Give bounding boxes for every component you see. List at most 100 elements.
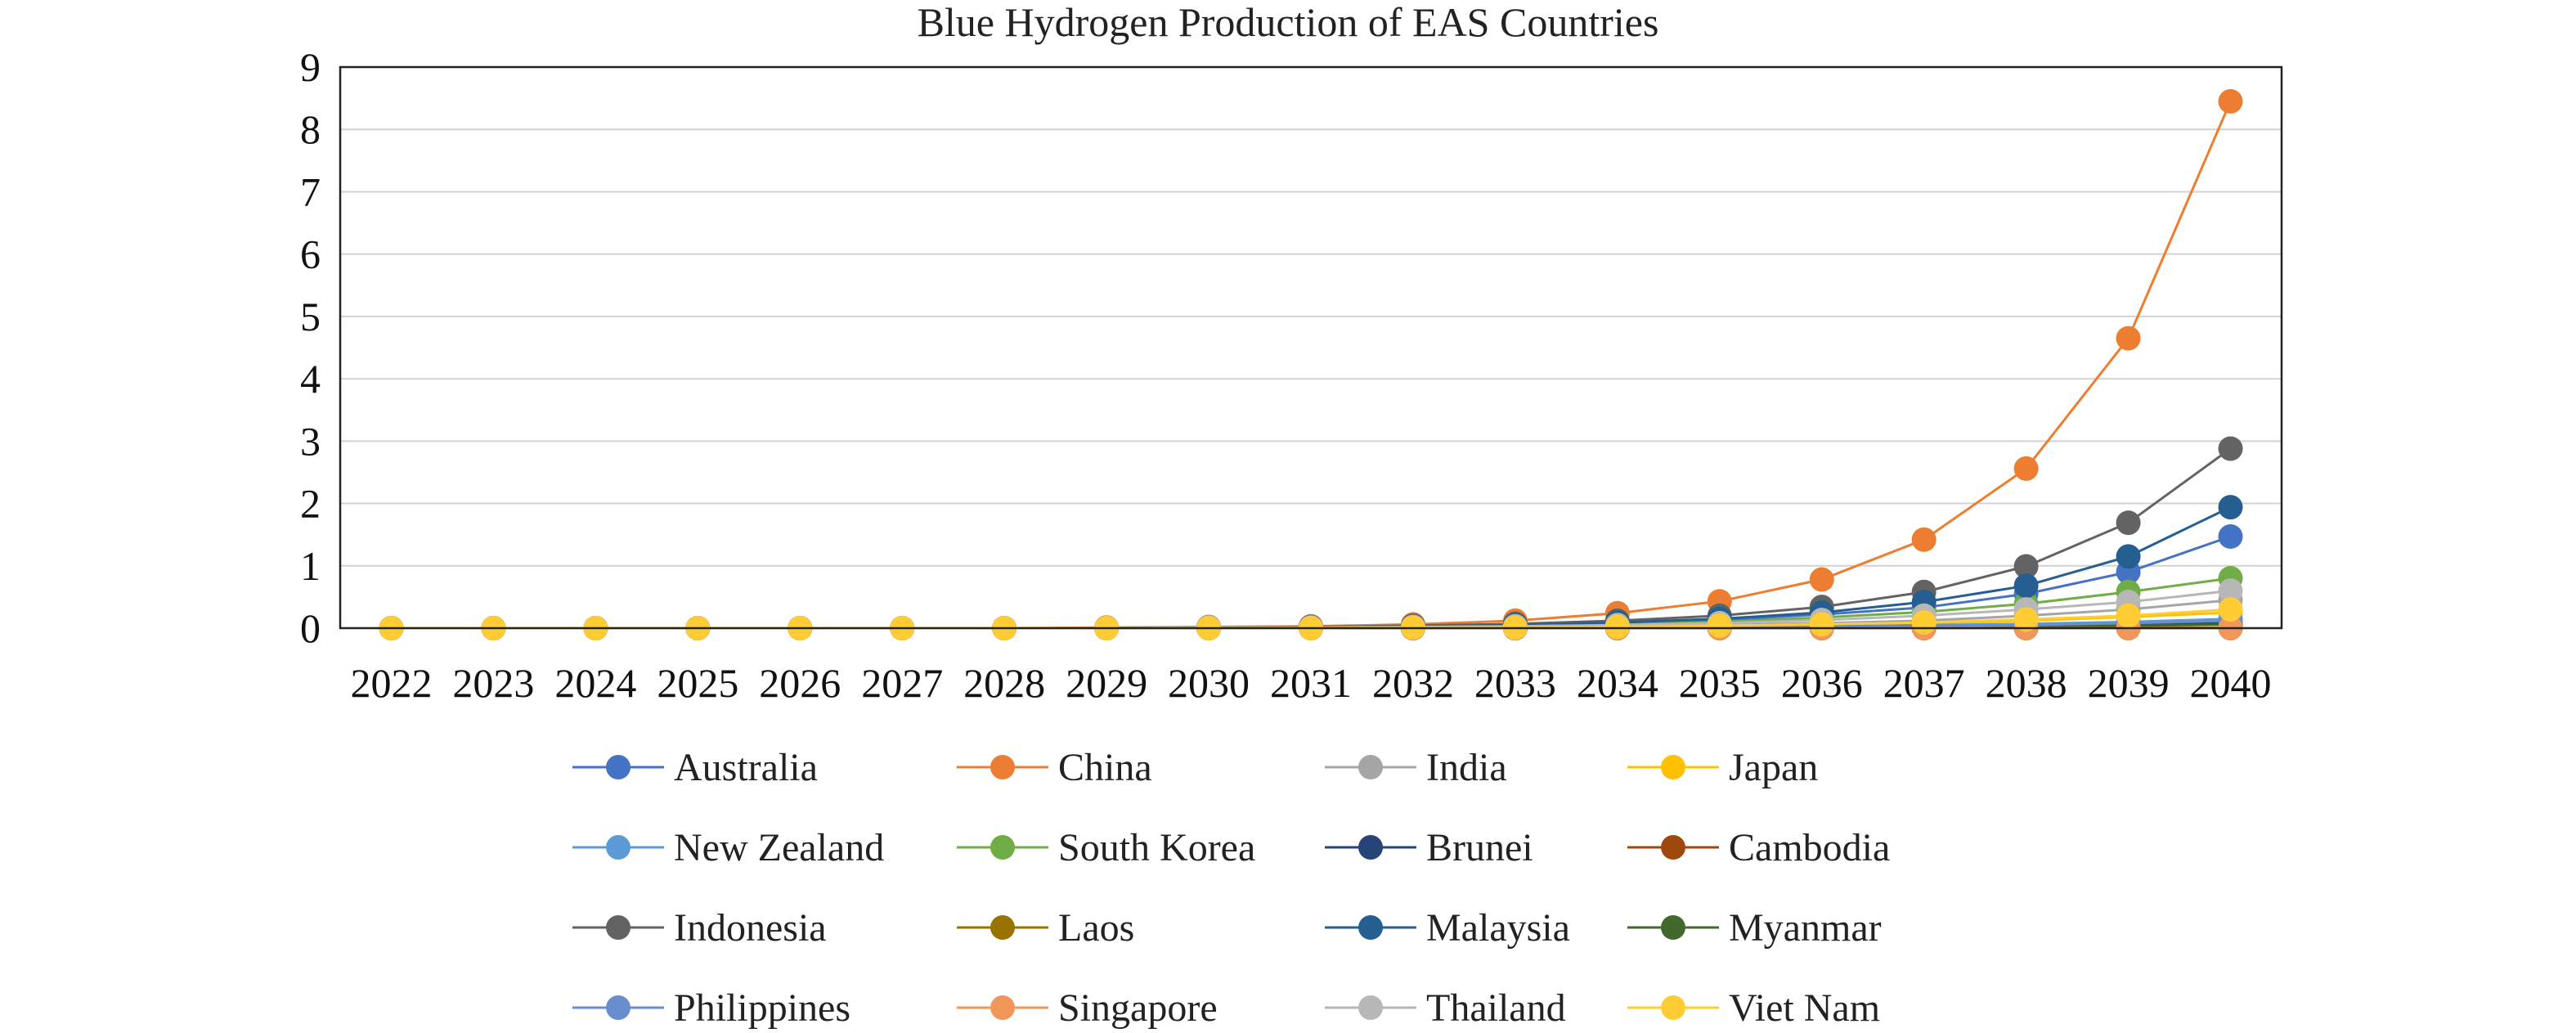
legend-marker <box>990 995 1015 1020</box>
data-point <box>2116 603 2141 628</box>
data-point <box>2013 554 2039 579</box>
data-point <box>2218 597 2243 622</box>
series-line <box>391 101 2232 630</box>
legend-entry: South Korea <box>957 826 1255 869</box>
legend-entry: Myanmar <box>1627 906 1882 950</box>
legend-label: Singapore <box>1058 986 1218 1030</box>
legend-marker <box>1358 755 1383 779</box>
legend-marker <box>1661 915 1685 940</box>
x-tick-label: 2034 <box>1577 660 1658 706</box>
legend-label: Japan <box>1729 746 1818 789</box>
legend-entry: Singapore <box>957 986 1218 1030</box>
series-lines <box>379 88 2243 640</box>
x-axis-ticks: 2022 2023 2024 2025 2026 2027 2028 2029 2030 2031… <box>350 660 2271 706</box>
x-tick-label: 2035 <box>1679 660 1761 706</box>
y-tick-label: 6 <box>300 231 321 277</box>
data-point <box>2013 456 2039 481</box>
x-tick-label: 2037 <box>1883 660 1965 706</box>
series-china <box>379 88 2243 640</box>
x-tick-label: 2024 <box>554 660 636 706</box>
x-tick-label: 2040 <box>2190 660 2272 706</box>
data-point <box>1707 613 1732 638</box>
legend-marker <box>606 835 631 860</box>
legend-marker <box>1661 835 1685 860</box>
legend-entry: New Zealand <box>572 826 884 869</box>
y-tick-label: 9 <box>300 44 321 90</box>
y-tick-label: 0 <box>300 605 321 651</box>
x-tick-label: 2025 <box>657 660 738 706</box>
x-tick-label: 2038 <box>1986 660 2067 706</box>
y-tick-label: 4 <box>300 356 321 402</box>
series-line <box>391 447 2232 630</box>
y-tick-label: 3 <box>300 418 321 464</box>
x-tick-label: 2027 <box>861 660 943 706</box>
legend-marker <box>606 915 631 940</box>
x-tick-label: 2023 <box>452 660 534 706</box>
data-point <box>1604 614 1630 640</box>
data-point <box>2013 573 2039 599</box>
x-tick-label: 2022 <box>350 660 432 706</box>
data-point <box>2116 544 2141 569</box>
legend-label: Australia <box>674 746 818 789</box>
x-tick-label: 2036 <box>1781 660 1863 706</box>
legend-marker <box>1661 995 1685 1020</box>
legend-label: Philippines <box>674 986 850 1030</box>
legend-label: India <box>1426 746 1507 789</box>
legend-label: Thailand <box>1426 986 1566 1030</box>
data-point <box>2116 326 2141 351</box>
y-tick-label: 1 <box>300 543 321 589</box>
y-axis-ticks: 0 1 2 3 4 5 6 7 8 9 <box>300 44 321 651</box>
legend-label: Malaysia <box>1426 906 1570 950</box>
legend-label: Myanmar <box>1729 906 1882 950</box>
legend-marker <box>990 915 1015 940</box>
data-point <box>1911 527 1936 552</box>
legend-marker <box>1358 995 1383 1020</box>
legend-marker <box>606 755 631 779</box>
legend-entry: Indonesia <box>572 906 827 950</box>
legend-entry: Japan <box>1627 746 1818 789</box>
y-tick-label: 5 <box>300 294 321 339</box>
legend-marker <box>990 835 1015 860</box>
data-point <box>1809 612 1834 637</box>
x-tick-label: 2033 <box>1474 660 1556 706</box>
legend: Australia China India Japan New Zealand South… <box>572 746 1890 1030</box>
legend-entry: Malaysia <box>1325 906 1570 950</box>
legend-label: Viet Nam <box>1729 986 1880 1030</box>
x-tick-label: 2031 <box>1270 660 1352 706</box>
data-point <box>2218 495 2243 520</box>
legend-entry: China <box>957 746 1152 789</box>
x-tick-label: 2032 <box>1372 660 1454 706</box>
data-point <box>2116 510 2141 536</box>
legend-label: New Zealand <box>674 826 884 869</box>
data-point <box>2218 523 2243 549</box>
chart-title: Blue Hydrogen Production of EAS Countrie… <box>918 0 1659 45</box>
legend-entry: Cambodia <box>1627 826 1890 869</box>
x-tick-label: 2039 <box>2088 660 2170 706</box>
x-tick-label: 2029 <box>1066 660 1147 706</box>
plot-frame <box>339 65 2283 630</box>
legend-marker <box>1661 755 1685 779</box>
data-point <box>2218 578 2243 604</box>
legend-entry: Australia <box>572 746 818 789</box>
data-point <box>1911 610 1936 636</box>
legend-label: Laos <box>1058 906 1134 950</box>
legend-marker <box>1358 835 1383 860</box>
x-tick-label: 2028 <box>963 660 1045 706</box>
legend-marker <box>1358 915 1383 940</box>
data-point <box>2218 88 2243 114</box>
legend-entry: Laos <box>957 906 1134 950</box>
y-tick-label: 7 <box>300 168 321 214</box>
legend-entry: Brunei <box>1325 826 1533 869</box>
legend-label: China <box>1058 746 1152 789</box>
legend-label: South Korea <box>1058 826 1255 869</box>
legend-marker <box>990 755 1015 779</box>
data-point <box>2013 607 2039 632</box>
x-tick-label: 2030 <box>1168 660 1250 706</box>
legend-entry: India <box>1325 746 1507 789</box>
legend-entry: Philippines <box>572 986 850 1030</box>
grid-lines <box>340 128 2282 567</box>
data-point <box>2218 436 2243 461</box>
x-tick-label: 2026 <box>759 660 841 706</box>
